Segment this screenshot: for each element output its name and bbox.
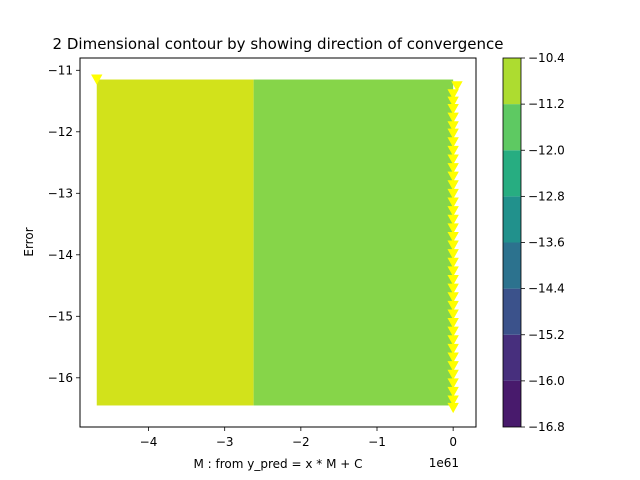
marker-triangle	[447, 318, 459, 329]
x-tick-label: 0	[449, 435, 457, 449]
y-tick-label: −13	[48, 186, 73, 200]
marker-triangle	[447, 335, 459, 346]
y-tick-label: −16	[48, 371, 73, 385]
colorbar-band	[503, 196, 521, 243]
colorbar-tick-label: −12.8	[528, 189, 565, 203]
marker-triangle	[447, 163, 459, 174]
colorbar-tick-label: −11.2	[528, 97, 565, 111]
marker-triangle	[447, 343, 459, 355]
x-tick-label: −3	[216, 435, 234, 449]
marker-triangle	[447, 104, 459, 115]
marker-triangle	[447, 266, 459, 277]
marker-triangle	[447, 386, 459, 398]
marker-triangle	[447, 112, 459, 123]
contour-regions	[96, 79, 454, 406]
y-tick-label: −15	[48, 309, 73, 323]
marker-triangle	[447, 361, 459, 372]
x-axis-label: M : from y_pred = x * M + C	[194, 457, 363, 471]
colorbar-tick-label: −14.4	[528, 282, 565, 296]
marker-triangle	[447, 154, 459, 165]
marker-triangle	[447, 395, 459, 406]
marker-triangle	[447, 121, 459, 132]
colorbar: −16.8 −16.0 −15.2 −14.4 −13.6 −12.8 −12.0 −11.2…	[502, 51, 565, 434]
marker-triangle	[447, 206, 459, 217]
marker-triangle	[447, 171, 459, 182]
colorbar-band	[503, 104, 521, 151]
colorbar-tick-label: −16.8	[528, 420, 565, 434]
marker-triangle	[447, 283, 459, 294]
contour-region-1	[96, 79, 254, 406]
marker-triangle	[91, 74, 103, 85]
plot-frame	[79, 57, 477, 428]
marker-triangle	[447, 274, 459, 286]
colorbar-band	[503, 380, 521, 427]
plot-area	[79, 57, 477, 428]
marker-triangle	[447, 223, 459, 234]
marker-triangle	[451, 81, 463, 92]
colorbar-tick-label: −12.0	[528, 143, 565, 157]
marker-triangle	[447, 197, 459, 208]
marker-triangle	[447, 96, 459, 107]
colorbar-tick-label: −10.4	[528, 51, 565, 65]
y-axis-label: Error	[22, 227, 36, 256]
marker-triangle	[447, 352, 459, 363]
marker-triangle	[447, 378, 459, 389]
marker-triangle	[447, 188, 459, 200]
marker-triangle	[447, 292, 459, 303]
marker-triangle	[447, 249, 459, 260]
colorbar-tick-label: −15.2	[528, 328, 565, 342]
x-axis-offset-label: 1e61	[429, 456, 459, 470]
marker-triangle	[447, 180, 459, 191]
marker-triangle	[447, 369, 459, 380]
contour-region-2	[253, 79, 454, 406]
marker-triangle	[447, 309, 459, 320]
marker-triangle	[447, 231, 459, 243]
marker-triangle	[447, 145, 459, 157]
colorbar-band	[503, 242, 521, 289]
convergence-markers	[91, 74, 463, 414]
marker-triangle	[447, 300, 459, 312]
x-tick-label: −4	[140, 435, 158, 449]
colorbar-band	[503, 58, 521, 105]
colorbar-band	[503, 150, 521, 197]
y-axis-ticks: −16 −15 −14 −13 −12 −11	[48, 63, 80, 385]
y-tick-label: −12	[48, 125, 73, 139]
y-tick-label: −14	[48, 248, 73, 262]
colorbar-band	[503, 334, 521, 381]
marker-triangle	[447, 128, 459, 139]
marker-triangle	[447, 257, 459, 269]
x-tick-label: −1	[368, 435, 386, 449]
colorbar-band	[503, 288, 521, 335]
marker-triangle	[447, 89, 459, 100]
marker-triangle	[447, 326, 459, 337]
x-axis-ticks: −4 −3 −2 −1 0	[140, 427, 457, 449]
colorbar-tick-label: −13.6	[528, 236, 565, 250]
marker-triangle	[447, 214, 459, 225]
chart-title: 2 Dimensional contour by showing directi…	[53, 35, 504, 53]
x-tick-label: −2	[292, 435, 310, 449]
colorbar-tick-label: −16.0	[528, 374, 565, 388]
marker-triangle	[447, 402, 459, 414]
marker-triangle	[447, 137, 459, 148]
y-tick-label: −11	[48, 63, 73, 77]
marker-triangle	[447, 240, 459, 251]
